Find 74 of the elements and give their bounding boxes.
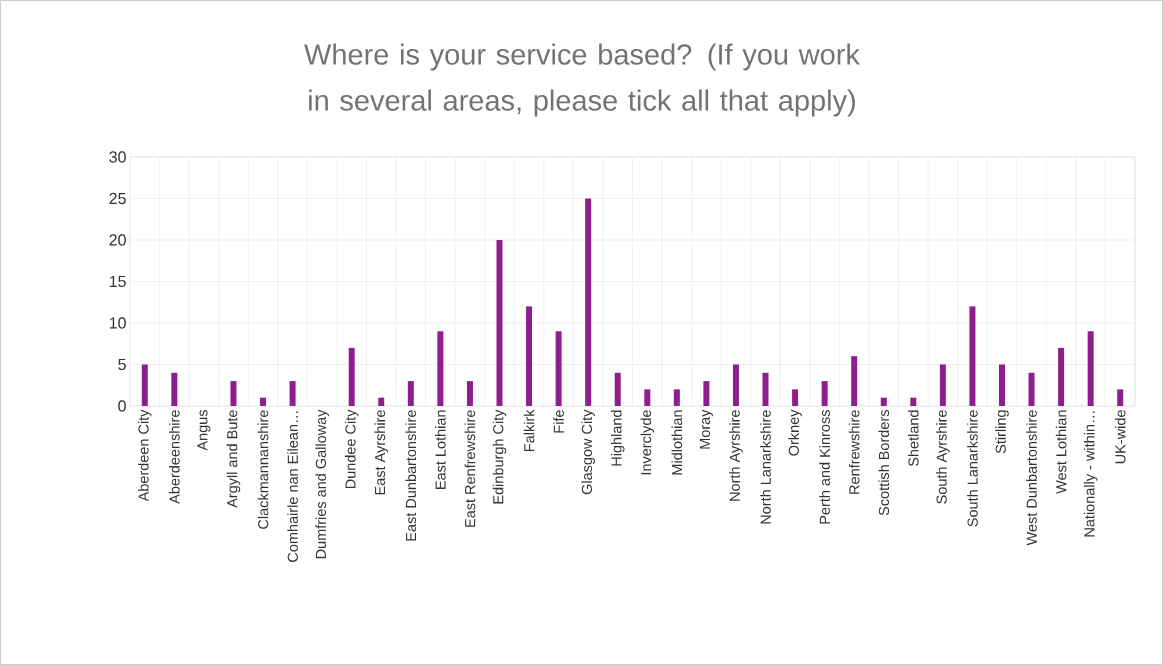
x-tick-label: West Lothian — [1055, 410, 1067, 494]
x-tick-label: Perth and Kinross — [819, 410, 830, 524]
bar — [141, 364, 148, 406]
x-tick-label: Renfrewshire — [848, 410, 860, 494]
bar — [732, 364, 739, 406]
bar — [969, 306, 976, 406]
bar — [555, 331, 562, 406]
bar — [1028, 372, 1035, 406]
x-tick-label: East Ayrshire — [374, 410, 389, 495]
x-tick-label: Stirling — [995, 410, 1009, 454]
bar — [1058, 347, 1065, 406]
x-tick-label: Edinburgh City — [492, 409, 507, 504]
x-tick-label: Midlothian — [671, 410, 683, 475]
bar — [526, 306, 533, 406]
x-tick-label: West Dunbartonshire — [1026, 410, 1037, 546]
bar — [171, 372, 178, 406]
x-tick-label: North Ayrshire — [729, 410, 743, 501]
x-tick-label: Orkney — [788, 409, 802, 456]
x-tick-label: East Dunbartonshire — [405, 410, 417, 541]
y-tick-label: 5 — [118, 358, 126, 371]
y-tick-label: 25 — [109, 192, 126, 205]
x-tick-label: UK-wide — [1114, 410, 1126, 464]
y-tick-label: 30 — [109, 151, 126, 163]
x-tick-label: Argyll and Bute — [226, 410, 241, 508]
bar — [644, 389, 651, 406]
x-tick-label: Dundee City — [344, 409, 359, 489]
x-tick-label: Comhairle nan Eilean… — [287, 411, 298, 562]
bar — [289, 381, 296, 406]
x-tick-label: Scottish Borders — [878, 410, 890, 516]
x-tick-label: South Ayrshire — [936, 410, 950, 504]
bar — [792, 389, 799, 406]
bar — [910, 397, 917, 406]
x-tick-label: South Lanarkshire — [967, 410, 978, 527]
bar — [230, 381, 237, 406]
bar — [407, 381, 414, 406]
bar — [998, 364, 1005, 406]
x-tick-label: Nationally - within… — [1083, 411, 1098, 537]
bar — [851, 356, 858, 406]
x-tick-label: East Renfrewshire — [464, 410, 476, 527]
bar — [348, 347, 355, 406]
x-tick-label: Fife — [553, 410, 564, 433]
bar — [585, 198, 592, 406]
y-tick-label: 15 — [109, 275, 126, 288]
y-tick-label: 20 — [109, 234, 126, 246]
bar — [466, 381, 473, 406]
bar — [762, 372, 769, 406]
x-tick-label: Clackmannanshire — [257, 410, 269, 529]
bar — [1117, 389, 1124, 406]
x-tick-label: Aberdeen City — [138, 409, 152, 502]
x-tick-label: Dumfries and Galloway — [315, 409, 329, 559]
bar — [378, 397, 385, 406]
y-tick-label: 0 — [118, 400, 126, 412]
x-tick-label: Angus — [197, 410, 211, 451]
bar — [880, 397, 887, 406]
chart-title: Where is your service based? (If you work in several areas, please tick all that apply) — [304, 43, 860, 117]
bar — [939, 364, 946, 406]
x-tick-label: Moray — [699, 409, 713, 449]
bar — [673, 389, 680, 406]
x-tick-label: Falkirk — [523, 409, 535, 452]
x-tick-label: Glasgow City — [581, 409, 595, 495]
bar — [821, 381, 828, 406]
bar — [1087, 331, 1094, 406]
y-tick-label: 10 — [109, 317, 126, 329]
x-tick-label: Inverclyde — [640, 410, 655, 475]
x-tick-label: Shetland — [907, 410, 919, 467]
bar — [437, 331, 444, 406]
bar — [703, 381, 710, 406]
x-tick-label: East Lothian — [435, 410, 446, 489]
bar — [614, 372, 621, 406]
x-tick-label: North Lanarkshire — [760, 410, 771, 524]
x-tick-label: Aberdeenshire — [169, 410, 180, 504]
bar — [260, 397, 267, 406]
x-tick-label: Highland — [610, 410, 625, 466]
bar — [496, 239, 503, 406]
